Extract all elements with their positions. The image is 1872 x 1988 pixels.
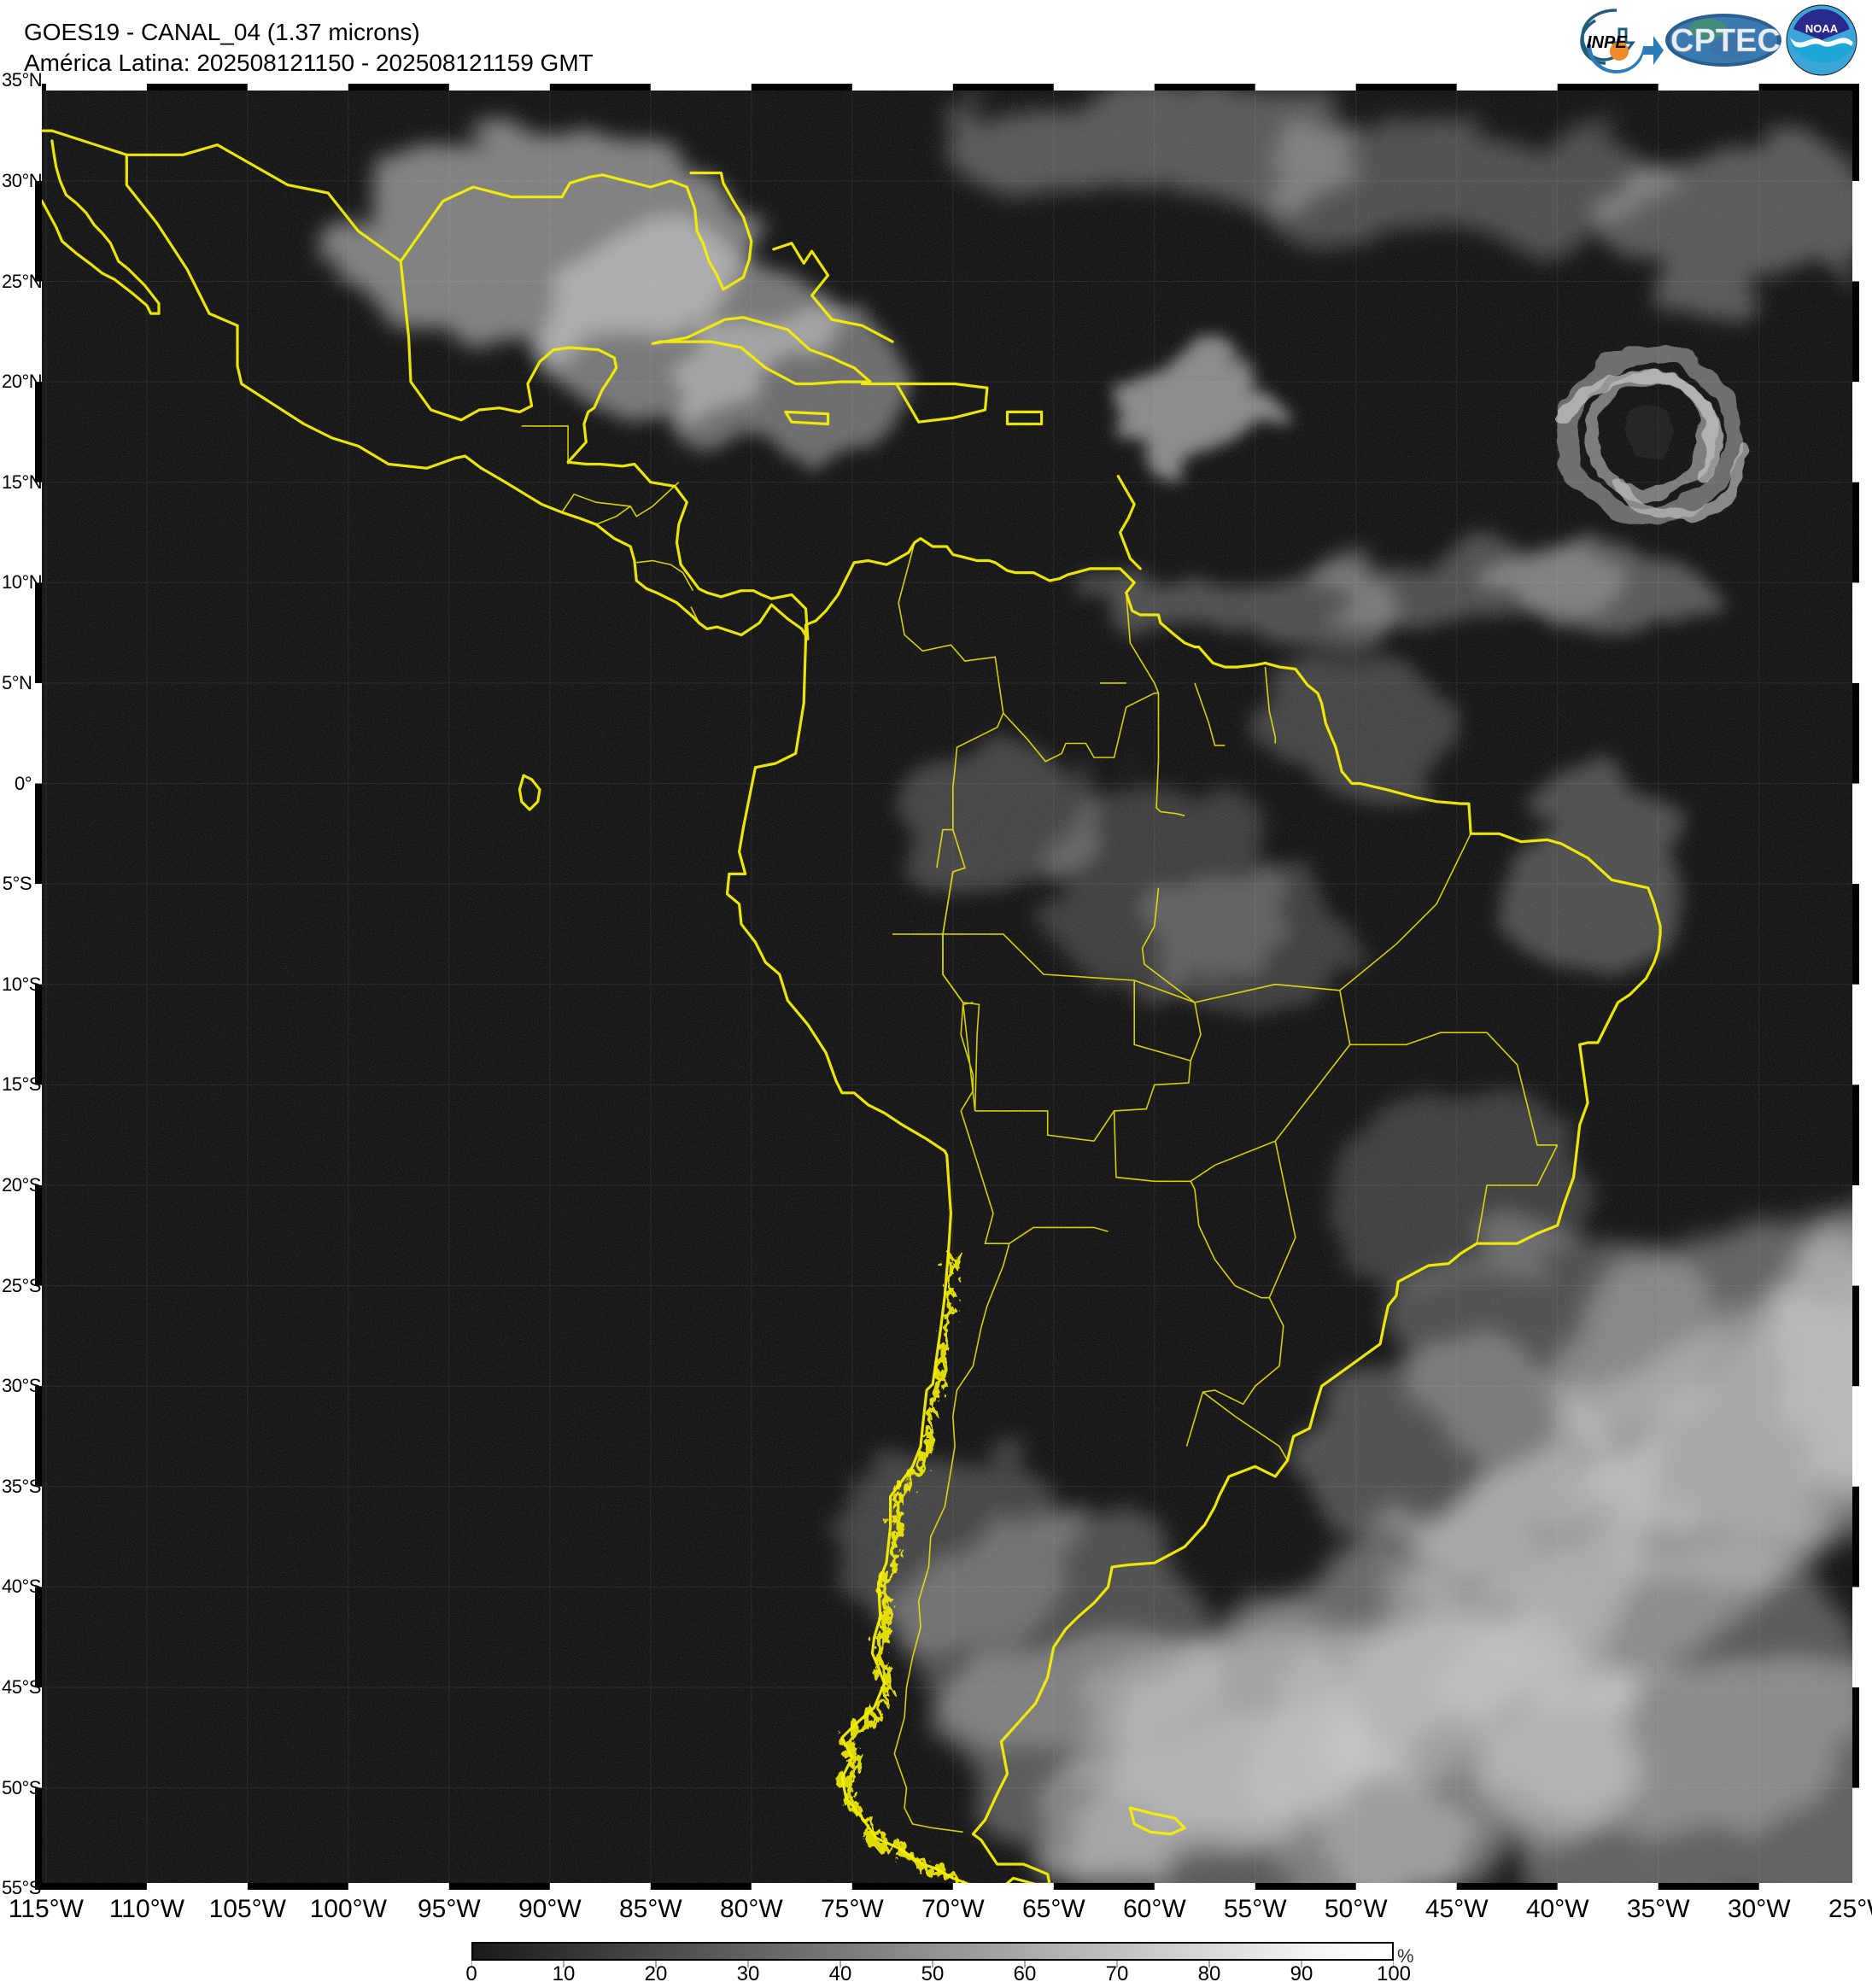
svg-text:NOAA: NOAA bbox=[1805, 22, 1839, 35]
svg-text:INPE: INPE bbox=[1587, 33, 1627, 52]
svg-text:CPTEC: CPTEC bbox=[1670, 23, 1781, 59]
